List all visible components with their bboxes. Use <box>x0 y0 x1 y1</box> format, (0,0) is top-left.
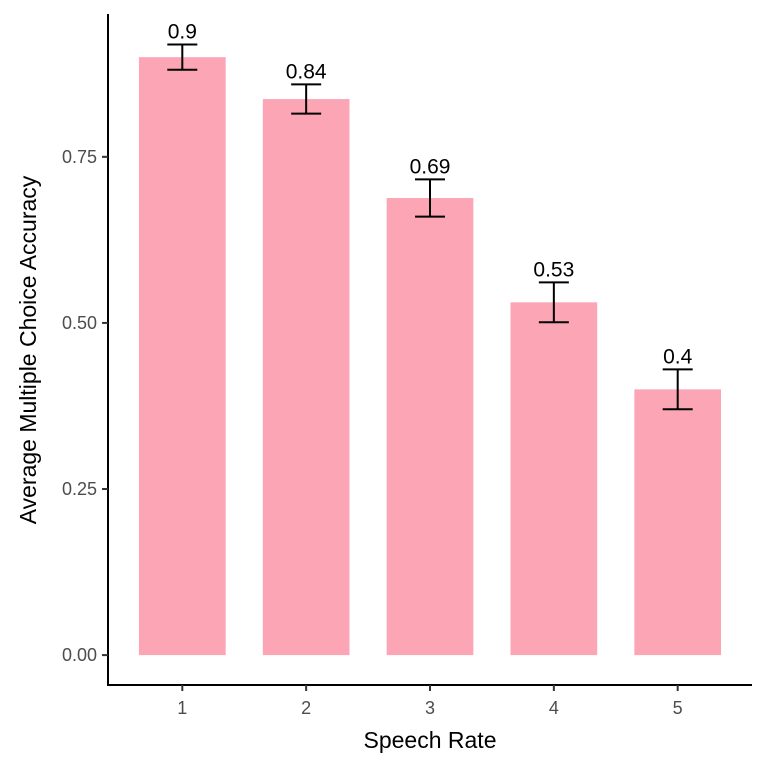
y-tick-label-2: 0.50 <box>62 313 97 333</box>
y-tick-label-3: 0.75 <box>62 147 97 167</box>
y-ticks-layer: 0.00 0.25 0.50 0.75 <box>62 147 108 665</box>
error-bars-layer <box>167 43 693 411</box>
data-label-2: 0.84 <box>286 60 327 83</box>
x-tick-label-4: 4 <box>549 698 559 718</box>
bar-5 <box>634 389 722 656</box>
bar-3 <box>386 198 474 656</box>
x-tick-label-1: 1 <box>177 698 187 718</box>
y-tick-label-0: 0.00 <box>62 645 97 665</box>
bar-4 <box>510 302 598 656</box>
x-ticks-layer: 1 2 3 4 5 <box>177 685 683 718</box>
data-label-1: 0.9 <box>168 21 197 44</box>
x-tick-label-5: 5 <box>673 698 683 718</box>
data-label-5: 0.4 <box>663 345 693 368</box>
data-labels-layer: 0.9 0.84 0.69 0.53 0.4 <box>168 21 693 369</box>
x-axis-title: Speech Rate <box>364 727 497 753</box>
bars-layer <box>138 57 722 656</box>
data-label-4: 0.53 <box>533 258 574 281</box>
data-label-3: 0.69 <box>410 155 451 178</box>
bar-2 <box>262 99 350 656</box>
x-tick-label-2: 2 <box>301 698 311 718</box>
y-tick-label-1: 0.25 <box>62 479 97 499</box>
y-axis-title: Average Multiple Choice Accuracy <box>15 175 41 524</box>
x-tick-label-3: 3 <box>425 698 435 718</box>
bar-1 <box>138 57 226 656</box>
